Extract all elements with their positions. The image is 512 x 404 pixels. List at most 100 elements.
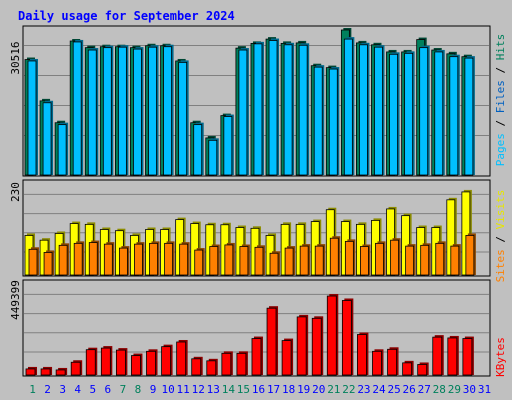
x-tick-label: 24 xyxy=(372,383,386,396)
x-axis-labels: 1 2 3 4 5 6 7 8 9 10 11 12 13 14 15 16 17 18 19 20 21 22 23 24 2… xyxy=(29,383,491,396)
files-bar xyxy=(268,38,280,176)
files-bar xyxy=(42,100,54,176)
svg-text:Pages / Files / Hits: Pages / Files / Hits xyxy=(494,34,507,167)
x-tick-label: 17 xyxy=(267,383,280,396)
x-tick-label: 27 xyxy=(418,383,431,396)
files-bar xyxy=(449,54,460,176)
chart-title: Daily usage for September 2024 xyxy=(18,9,235,23)
files-bar xyxy=(328,67,340,176)
files-bar xyxy=(253,41,264,176)
x-tick-label: 22 xyxy=(342,383,355,396)
x-tick-label: 9 xyxy=(150,383,157,396)
kbytes-panel-legend: KBytes xyxy=(494,337,507,377)
files-bar xyxy=(117,45,129,176)
x-tick-label: 4 xyxy=(74,383,81,396)
files-bar xyxy=(298,43,310,176)
kbytes-bar xyxy=(281,338,294,376)
x-tick-label: 25 xyxy=(387,383,400,396)
x-tick-label: 10 xyxy=(161,383,174,396)
visits-panel-legend: Sites / Visits xyxy=(494,190,507,283)
files-bar xyxy=(434,49,445,176)
files-bar xyxy=(313,65,325,176)
kbytes-bar xyxy=(221,351,233,376)
kbytes-bar xyxy=(25,366,37,376)
x-tick-label: 26 xyxy=(403,383,416,396)
x-tick-label: 18 xyxy=(282,383,295,396)
kbytes-bar xyxy=(161,344,173,376)
kbytes-bar xyxy=(357,332,369,376)
sites-bar xyxy=(450,244,461,276)
x-tick-label: 14 xyxy=(222,383,236,396)
sites-bar xyxy=(58,243,70,276)
x-tick-label: 8 xyxy=(135,383,142,396)
kbytes-bar xyxy=(432,335,444,376)
files-bar xyxy=(283,42,295,176)
kbytes-bar xyxy=(176,339,188,376)
sites-bar xyxy=(465,233,476,276)
files-bar xyxy=(374,45,385,176)
files-bar xyxy=(238,48,249,176)
files-bar xyxy=(404,51,415,176)
kbytes-bar xyxy=(55,367,68,376)
sites-bar xyxy=(284,246,296,276)
x-tick-label: 30 xyxy=(463,383,476,396)
kbytes-bar xyxy=(266,306,279,376)
kbytes-bar xyxy=(447,335,459,376)
files-bar xyxy=(223,114,234,176)
x-tick-label: 7 xyxy=(120,383,127,396)
legend-kbytes: KBytes xyxy=(494,337,507,377)
x-tick-label: 23 xyxy=(357,383,370,396)
files-bar xyxy=(102,45,114,176)
kbytes-bar xyxy=(191,356,203,376)
files-bar xyxy=(343,37,355,176)
legend-sites: Sites xyxy=(494,249,507,282)
kbytes-ymax-label: 449399 xyxy=(9,280,22,320)
files-bar xyxy=(27,58,38,176)
files-bar xyxy=(57,122,69,176)
kbytes-bar xyxy=(326,294,339,376)
sites-bar xyxy=(405,244,416,276)
sites-bar xyxy=(134,242,145,276)
sites-bar xyxy=(420,243,431,276)
files-bar xyxy=(208,138,219,176)
files-bar xyxy=(148,45,159,176)
visits-ymax-label: 230 xyxy=(9,182,22,202)
legend-files: Files xyxy=(494,80,507,113)
sites-bar xyxy=(209,244,220,276)
sites-bar xyxy=(103,242,115,276)
x-tick-label: 12 xyxy=(192,383,205,396)
sites-bar xyxy=(43,250,55,276)
kbytes-bar xyxy=(296,314,309,376)
kbytes-bar xyxy=(146,349,158,376)
svg-text:Sites / Visits: Sites / Visits xyxy=(494,190,507,283)
kbytes-bar xyxy=(236,351,248,376)
x-tick-label: 2 xyxy=(44,383,51,396)
kbytes-bar xyxy=(251,336,263,376)
sites-bar xyxy=(435,241,446,276)
sites-bar xyxy=(269,251,281,276)
files-bar xyxy=(72,39,84,176)
files-bar xyxy=(178,60,189,176)
kbytes-bar xyxy=(462,336,474,376)
legend-hits: Hits xyxy=(494,34,507,61)
sites-bar xyxy=(314,244,326,276)
files-bar xyxy=(163,44,174,176)
sites-bar xyxy=(239,244,250,276)
files-bar xyxy=(133,47,144,176)
sites-bar xyxy=(254,245,265,276)
x-tick-label: 15 xyxy=(237,383,250,396)
sites-bar xyxy=(299,244,311,276)
sites-bar xyxy=(344,239,356,276)
kbytes-bar xyxy=(341,298,354,376)
legend-visits: Visits xyxy=(494,190,507,230)
legend-pages: Pages xyxy=(494,133,507,166)
kbytes-bar xyxy=(372,349,384,376)
x-tick-label: 19 xyxy=(297,383,310,396)
kbytes-bar xyxy=(131,353,143,376)
x-tick-label: 21 xyxy=(327,383,340,396)
x-tick-label: 29 xyxy=(448,383,461,396)
sites-bar xyxy=(390,238,401,276)
kbytes-bar xyxy=(40,366,53,376)
